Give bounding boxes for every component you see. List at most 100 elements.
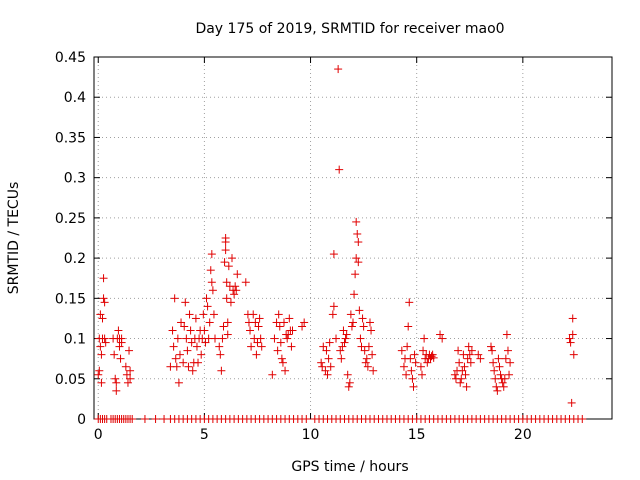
data-point — [405, 298, 414, 307]
data-point — [207, 278, 216, 287]
data-point — [221, 238, 230, 247]
data-point — [500, 374, 509, 383]
data-point — [112, 378, 121, 387]
data-point — [490, 366, 499, 375]
data-point — [283, 334, 292, 343]
data-point — [326, 362, 335, 371]
data-point — [420, 334, 429, 343]
data-point — [174, 378, 183, 387]
data-point — [409, 382, 418, 391]
data-point — [227, 254, 236, 263]
data-point — [180, 322, 189, 331]
data-point — [177, 318, 186, 327]
data-point — [182, 334, 191, 343]
data-point — [369, 366, 378, 375]
data-point — [223, 318, 232, 327]
data-point — [251, 318, 260, 327]
data-point — [568, 314, 577, 323]
data-point — [126, 374, 135, 383]
data-point — [205, 318, 214, 327]
data-point — [98, 314, 107, 323]
data-point — [216, 350, 225, 359]
data-point — [206, 266, 215, 275]
data-point — [399, 362, 408, 371]
data-point — [209, 310, 218, 319]
data-point — [338, 342, 347, 351]
data-point — [241, 278, 250, 287]
data-point — [285, 314, 294, 323]
data-point — [318, 362, 327, 371]
data-point — [272, 318, 281, 327]
data-point — [288, 326, 297, 335]
data-point — [221, 246, 230, 255]
y-tick-label: 0.3 — [64, 171, 86, 187]
data-point — [499, 382, 508, 391]
data-point — [328, 310, 337, 319]
data-point — [428, 350, 437, 359]
data-point — [175, 350, 184, 359]
data-point — [97, 378, 106, 387]
data-point — [357, 342, 366, 351]
data-point — [502, 330, 511, 339]
data-point — [100, 334, 109, 343]
data-points — [94, 65, 587, 423]
data-point — [438, 334, 447, 343]
data-point — [276, 338, 285, 347]
data-point — [181, 298, 190, 307]
data-point — [456, 378, 465, 387]
data-point — [321, 366, 330, 375]
data-point — [246, 326, 255, 335]
data-point — [249, 310, 258, 319]
data-point — [417, 370, 426, 379]
y-tick-label: 0.15 — [55, 291, 86, 307]
data-point — [496, 370, 505, 379]
data-point — [208, 286, 217, 295]
data-point — [404, 322, 413, 331]
y-tick-label: 0.35 — [55, 130, 86, 146]
data-point — [460, 362, 469, 371]
data-point — [352, 254, 361, 263]
data-point — [498, 378, 507, 387]
data-point — [186, 326, 195, 335]
data-point — [360, 346, 369, 355]
data-point — [95, 366, 104, 375]
data-point — [140, 415, 149, 423]
data-point — [323, 370, 332, 379]
data-point — [287, 342, 296, 351]
data-point — [325, 338, 334, 347]
data-point — [336, 346, 345, 355]
data-point — [319, 342, 328, 351]
data-point — [151, 415, 160, 423]
data-point — [324, 354, 333, 363]
data-point — [115, 342, 124, 351]
data-point — [329, 250, 338, 259]
data-point — [169, 342, 178, 351]
data-point — [185, 310, 194, 319]
data-point — [397, 346, 406, 355]
data-point — [191, 314, 200, 323]
data-point — [219, 322, 228, 331]
data-point — [365, 318, 374, 327]
data-point — [222, 294, 231, 303]
data-point — [226, 298, 235, 307]
data-point — [489, 358, 498, 367]
data-point — [356, 334, 365, 343]
data-point — [363, 362, 372, 371]
data-point — [354, 238, 363, 247]
data-point — [464, 342, 473, 351]
data-point — [122, 370, 131, 379]
data-point — [112, 386, 121, 395]
data-point — [352, 217, 361, 226]
data-point — [125, 346, 134, 355]
data-point — [280, 318, 289, 327]
x-axis-label: GPS time / hours — [291, 459, 408, 475]
data-point — [230, 290, 239, 299]
data-point — [463, 354, 472, 363]
data-point — [347, 322, 356, 331]
data-point — [467, 346, 476, 355]
data-point — [339, 326, 348, 335]
data-point — [362, 354, 371, 363]
data-point — [501, 354, 510, 363]
data-point — [300, 318, 309, 327]
